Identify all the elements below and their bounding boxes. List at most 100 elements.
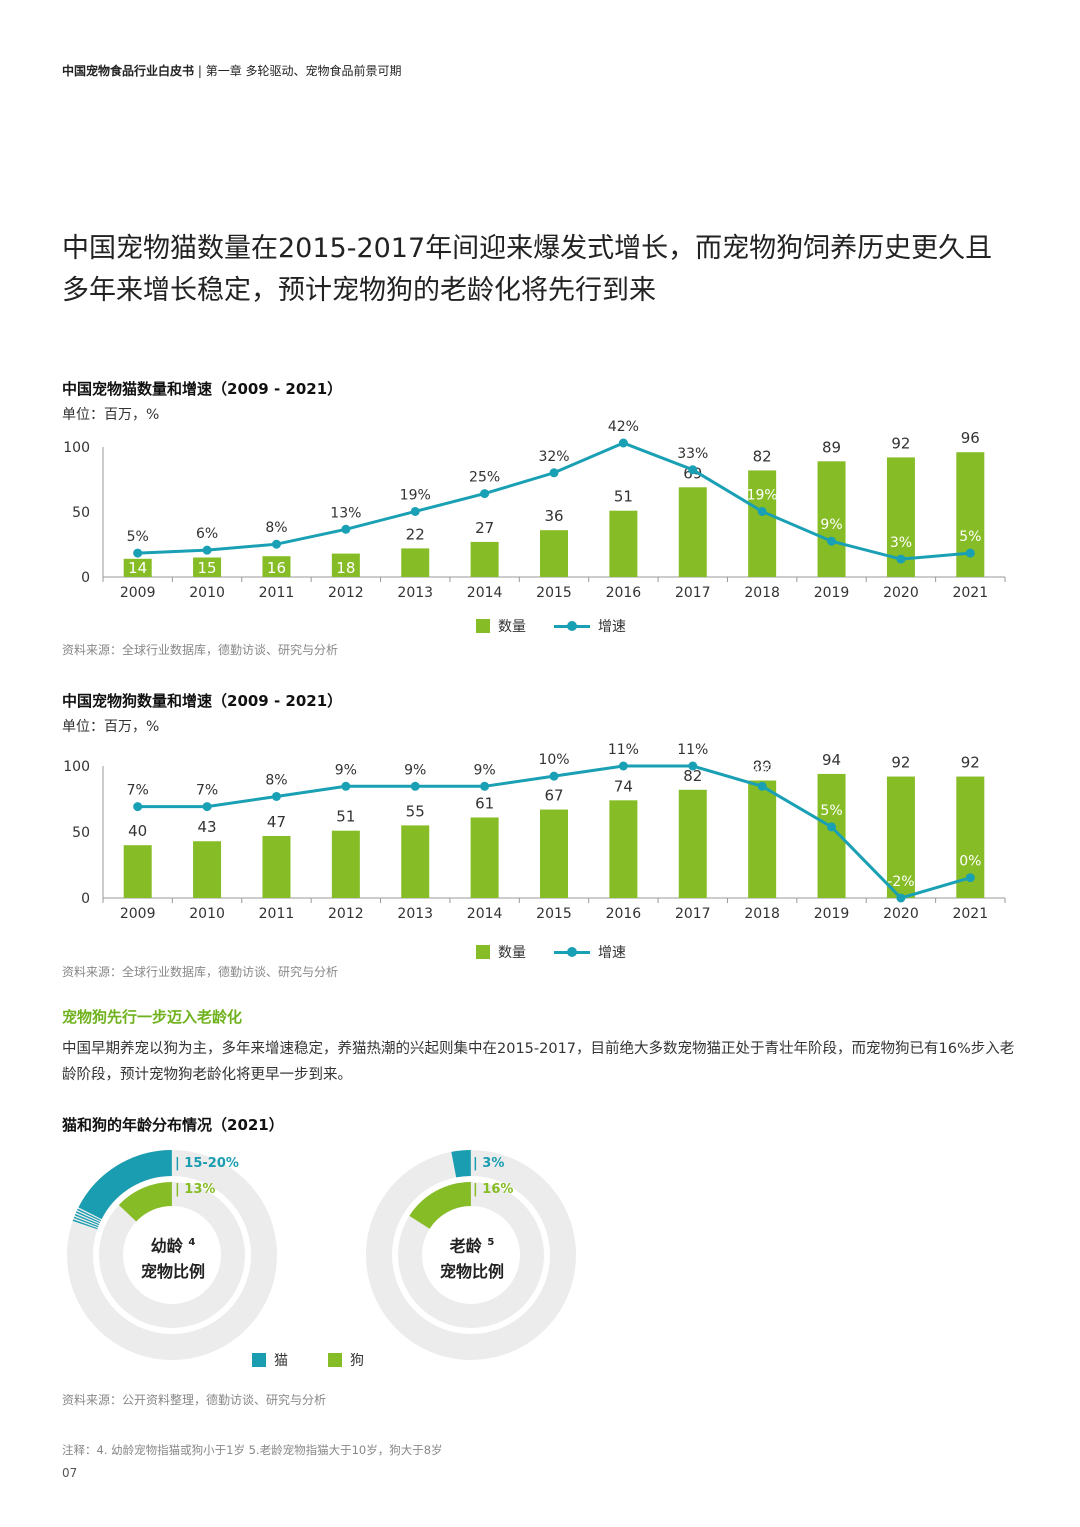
y-tick-label: 50 <box>72 505 90 521</box>
bar-value-label: 16 <box>267 559 286 577</box>
rate-label: 9% <box>751 762 773 778</box>
x-tick-label: 2020 <box>883 585 919 601</box>
bar-value-label: 89 <box>753 758 772 776</box>
rate-label: 8% <box>265 520 287 536</box>
x-tick-label: 2009 <box>120 906 156 922</box>
x-tick-label: 2009 <box>120 585 156 601</box>
x-tick-label: 2013 <box>397 906 433 922</box>
legend-line-label: 增速 <box>598 619 626 635</box>
bar-value-label: 51 <box>614 488 633 506</box>
x-tick-label: 2020 <box>883 906 919 922</box>
x-tick-label: 2015 <box>536 585 572 601</box>
rate-point <box>133 802 143 812</box>
rate-point <box>480 781 490 791</box>
age-chart-title: 猫和狗的年龄分布情况（2021） <box>62 1116 284 1134</box>
donut-track-outer <box>67 1150 277 1360</box>
rate-label: 42% <box>608 419 639 435</box>
bar-value-label: 82 <box>753 447 772 465</box>
rate-point <box>341 781 351 791</box>
dog-chart-title: 中国宠物狗数量和增速（2009 - 2021） <box>62 692 343 710</box>
donut-old-dog-pct: | 16% <box>473 1182 514 1197</box>
bar <box>401 825 430 898</box>
bar-value-label: 92 <box>891 434 910 452</box>
y-tick-label: 0 <box>81 570 90 586</box>
donut-cat-arc <box>451 1150 472 1178</box>
rate-label: 10% <box>538 752 569 768</box>
legend-cat: 猫 <box>252 1350 288 1370</box>
rate-label: 9% <box>820 517 842 533</box>
bar-value-label: 14 <box>128 559 147 577</box>
bar-value-label: 18 <box>336 559 355 577</box>
rate-label: 8% <box>265 772 287 788</box>
x-tick-label: 2011 <box>259 585 295 601</box>
bar <box>470 541 499 577</box>
bar-value-label: 92 <box>891 754 910 772</box>
section-paragraph: 中国早期养宠以狗为主，多年来增速稳定，养猫热潮的兴起则集中在2015-2017，… <box>62 1041 1015 1083</box>
legend-bar: 数量 <box>476 616 526 636</box>
cat-chart-source: 资料来源：全球行业数据库，德勤访谈、研究与分析 <box>62 643 339 657</box>
rate-point <box>757 781 767 791</box>
donut-young-label: 幼龄 4 宠物比例 <box>113 1230 233 1285</box>
legend-bar: 数量 <box>476 942 526 962</box>
rate-point <box>965 873 975 883</box>
bar <box>123 558 152 577</box>
rate-point <box>618 438 628 448</box>
bar-value-label: 36 <box>544 507 563 525</box>
x-tick-label: 2015 <box>536 906 572 922</box>
rate-point <box>896 893 906 903</box>
rate-label: 19% <box>747 487 778 503</box>
rate-point <box>410 781 420 791</box>
rate-label: 11% <box>677 742 708 758</box>
donut-track-inner <box>99 1182 245 1328</box>
age-donut-charts <box>67 1150 576 1360</box>
donut-track-outer <box>366 1150 576 1360</box>
bar <box>748 780 777 898</box>
bar-value-label: 43 <box>198 818 217 836</box>
y-tick-label: 0 <box>81 891 90 907</box>
rate-point <box>827 822 837 832</box>
legend-bar-swatch <box>476 945 490 959</box>
rate-point <box>688 465 698 475</box>
donut-old-label: 老龄 5 宠物比例 <box>412 1230 532 1285</box>
x-tick-label: 2017 <box>675 906 711 922</box>
rate-label: 9% <box>474 762 496 778</box>
rate-point <box>480 489 490 499</box>
donut-young-sub: 宠物比例 <box>140 1262 205 1282</box>
legend-cat-swatch <box>252 1353 266 1367</box>
chapter-title: 第一章 多轮驱动、宠物食品前景可期 <box>205 64 402 78</box>
x-tick-label: 2012 <box>328 585 364 601</box>
bar <box>401 548 430 577</box>
bar <box>886 776 915 898</box>
page-number: 07 <box>62 1466 78 1480</box>
rate-label: 3% <box>890 535 912 551</box>
legend-line-swatch <box>554 620 590 631</box>
rate-label: 5% <box>127 529 149 545</box>
bar-value-label: 47 <box>267 813 286 831</box>
bar <box>193 841 222 898</box>
legend-dog: 狗 <box>328 1350 364 1370</box>
donut-young-dog-pct: | 13% <box>175 1182 216 1197</box>
legend-line-label: 增速 <box>598 945 626 961</box>
bar <box>470 817 499 898</box>
rate-label: 5% <box>959 529 981 545</box>
x-tick-label: 2021 <box>952 585 988 601</box>
x-tick-label: 2019 <box>814 585 850 601</box>
rate-label: 9% <box>335 762 357 778</box>
bar <box>748 470 777 577</box>
rate-point <box>827 536 837 546</box>
rate-label: 9% <box>404 762 426 778</box>
donut-old-main: 老龄 5 <box>449 1236 495 1256</box>
rate-label: 11% <box>608 742 639 758</box>
cat-chart-legend: 数量 增速 <box>476 616 626 636</box>
rate-point <box>133 548 143 558</box>
bar-value-label: 40 <box>128 822 147 840</box>
rate-label: 25% <box>469 470 500 486</box>
y-tick-label: 50 <box>72 825 90 841</box>
bar <box>262 835 291 898</box>
x-tick-label: 2017 <box>675 585 711 601</box>
legend-dog-label: 狗 <box>350 1353 364 1369</box>
y-tick-label: 100 <box>63 759 90 775</box>
bar <box>817 461 846 577</box>
rate-label: 19% <box>400 487 431 503</box>
x-tick-label: 2019 <box>814 906 850 922</box>
